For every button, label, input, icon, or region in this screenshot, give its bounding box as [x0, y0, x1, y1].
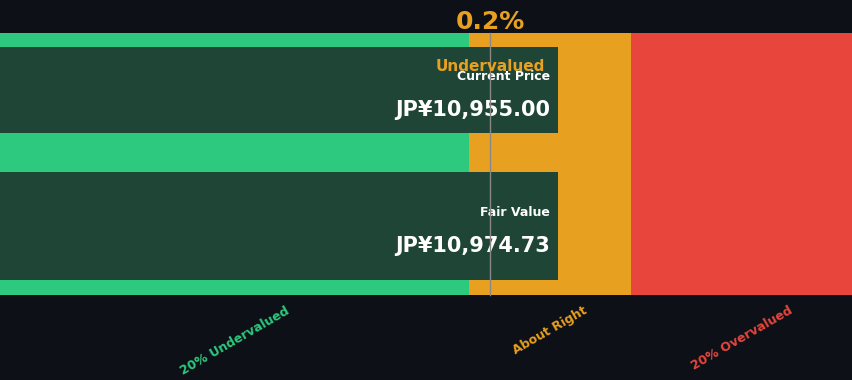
Bar [0, 280, 469, 294]
Bar [469, 33, 630, 295]
Bar [0, 157, 469, 172]
Text: JP¥10,955.00: JP¥10,955.00 [394, 100, 550, 120]
Text: JP¥10,974.73: JP¥10,974.73 [394, 236, 550, 255]
Bar [0, 133, 469, 147]
Text: About Right: About Right [510, 304, 589, 358]
Bar [0, 33, 469, 295]
Text: 0.2%: 0.2% [455, 10, 525, 34]
Text: Fair Value: Fair Value [480, 206, 550, 219]
Text: 20% Overvalued: 20% Overvalued [688, 304, 794, 373]
Text: Undervalued: Undervalued [435, 59, 544, 74]
Bar [0, 48, 558, 133]
Bar [630, 33, 852, 295]
Text: 20% Undervalued: 20% Undervalued [177, 304, 291, 378]
Bar [0, 172, 558, 280]
Text: Current Price: Current Price [456, 70, 550, 84]
Bar [0, 33, 469, 48]
